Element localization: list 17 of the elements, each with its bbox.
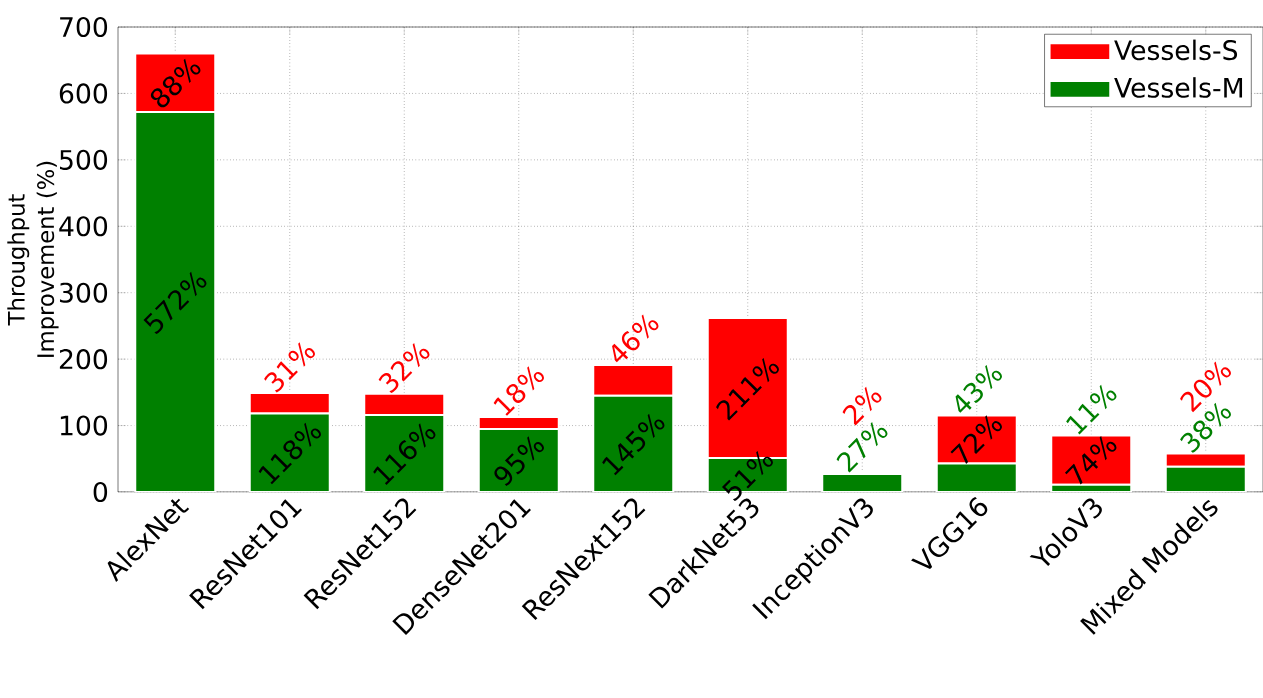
bar	[936, 463, 1017, 492]
y-axis-title: Throughput Improvement (%)	[7, 161, 59, 357]
legend-label: Vessels-S	[1114, 39, 1238, 61]
y-tick-label: 100	[60, 415, 108, 436]
bar	[593, 395, 674, 492]
y-tick-label: 0	[93, 481, 108, 503]
bar	[363, 392, 446, 416]
y-tick-label: 600	[59, 83, 108, 104]
legend-label: Vessels-M	[1114, 77, 1243, 98]
bar	[592, 364, 675, 397]
bar	[135, 112, 216, 492]
y-tick-label: 500	[60, 149, 108, 170]
y-tick-label: 400	[59, 216, 108, 237]
y-tick-label: 300	[59, 282, 108, 303]
y-tick-label: 700	[60, 16, 108, 38]
y-tick-label: 200	[59, 349, 108, 370]
bar	[248, 392, 331, 415]
